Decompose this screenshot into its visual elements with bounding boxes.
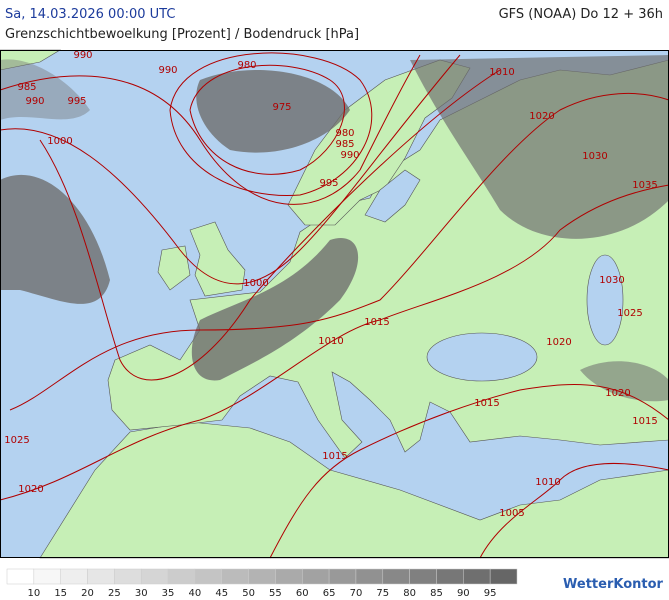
caspian-sea <box>586 254 624 346</box>
isobar <box>0 54 421 205</box>
legend-label: 70 <box>350 588 363 599</box>
isobar-label: 1020 <box>18 484 43 495</box>
legend-swatch <box>221 568 249 585</box>
isobars <box>0 52 669 559</box>
land <box>39 421 669 559</box>
legend-swatch <box>275 568 303 585</box>
legend-label: 20 <box>81 588 94 599</box>
isobar <box>479 463 669 559</box>
isobar <box>9 93 669 411</box>
legend-swatch <box>194 568 222 585</box>
isobar-label: 990 <box>340 150 359 161</box>
legend-swatch <box>409 568 437 585</box>
legend-swatch <box>140 568 169 585</box>
legend-swatch <box>382 568 410 585</box>
black-sea <box>426 332 538 382</box>
isobar-label: 1015 <box>632 416 657 427</box>
isobar-label: 1015 <box>474 398 499 409</box>
logo: WetterKontor <box>563 577 664 592</box>
legend-label: 85 <box>430 588 443 599</box>
isobar-label: 1005 <box>499 508 524 519</box>
isobar <box>189 64 345 175</box>
legend-label: 35 <box>162 588 175 599</box>
legend-swatch <box>60 568 88 585</box>
cloud <box>410 55 669 239</box>
cloud <box>196 70 350 153</box>
legend-label: 45 <box>215 588 228 599</box>
legend-label: 90 <box>457 588 470 599</box>
legend-label: 75 <box>376 588 389 599</box>
header-model: GFS (NOAA) Do 12 + 36h <box>499 7 663 22</box>
legend: 10 15 20 25 30 35 40 45 50 55 60 65 70 75 80 85 90 95 <box>6 568 518 599</box>
isobar-label: 1030 <box>599 275 624 286</box>
isobar-label: 975 <box>272 102 291 113</box>
isobar-label: 1020 <box>546 337 571 348</box>
legend-swatch <box>355 568 384 585</box>
legend-swatch <box>114 568 142 585</box>
legend-swatch <box>489 568 518 585</box>
isobar-label: 990 <box>158 65 177 76</box>
isobar-label: 1025 <box>617 308 642 319</box>
cloud <box>0 59 90 120</box>
isobar-label: 1000 <box>47 136 72 147</box>
legend-label: 10 <box>27 588 40 599</box>
legend-label: 55 <box>269 588 282 599</box>
isobar-label: 1010 <box>489 67 514 78</box>
land <box>189 221 246 297</box>
legend-swatch <box>248 568 276 585</box>
isobar-label: 1015 <box>322 451 347 462</box>
cloud <box>580 361 669 402</box>
legend-label: 25 <box>108 588 121 599</box>
legend-label: 65 <box>323 588 336 599</box>
legend-label: 80 <box>403 588 416 599</box>
legend-swatch <box>328 568 357 585</box>
isobar <box>39 69 501 381</box>
cloud <box>191 238 359 381</box>
isobar-label: 980 <box>335 128 354 139</box>
legend-swatch <box>87 568 115 585</box>
baltic-sea <box>364 169 421 223</box>
header-subtitle: Grenzschichtbewoelkung [Prozent] / Boden… <box>5 27 359 42</box>
isobar-label: 995 <box>67 96 86 107</box>
legend-swatch <box>463 568 491 585</box>
isobar-label: 1025 <box>4 435 29 446</box>
isobar-label: 1020 <box>529 111 554 122</box>
isobar-label: 1035 <box>632 180 657 191</box>
header-datetime: Sa, 14.03.2026 00:00 UTC <box>5 7 175 22</box>
isobar-label: 1000 <box>243 278 268 289</box>
cloud <box>0 174 110 304</box>
land <box>157 245 191 291</box>
isobar <box>269 383 669 559</box>
isobar-label: 990 <box>73 50 92 61</box>
legend-label: 30 <box>135 588 148 599</box>
isobar-label: 990 <box>25 96 44 107</box>
isobar-label: 1015 <box>364 317 389 328</box>
legend-label: 95 <box>484 588 497 599</box>
isobar-label: 1010 <box>318 336 343 347</box>
legend-swatch <box>302 568 330 585</box>
legend-swatch <box>6 568 35 585</box>
legend-label: 15 <box>54 588 67 599</box>
isobar <box>0 184 669 501</box>
isobar-label: 1030 <box>582 151 607 162</box>
isobar-label: 985 <box>17 82 36 93</box>
legend-swatch <box>167 568 196 585</box>
isobar-labels: 990 990 980 985 990 995 975 1000 980 985… <box>4 50 657 519</box>
isobar-label: 985 <box>335 139 354 150</box>
clouds <box>0 55 669 402</box>
legend-label: 50 <box>242 588 255 599</box>
isobar-label: 1020 <box>605 388 630 399</box>
legend-label: 40 <box>189 588 202 599</box>
isobar-label: 1010 <box>535 477 560 488</box>
isobar-label: 995 <box>319 178 338 189</box>
legend-label: 60 <box>296 588 309 599</box>
isobar-label: 980 <box>237 60 256 71</box>
legend-swatch <box>436 568 464 585</box>
isobar <box>0 54 461 285</box>
legend-swatch <box>33 568 61 585</box>
isobar <box>169 52 373 197</box>
map: 990 990 980 985 990 995 975 1000 980 985… <box>0 49 669 559</box>
